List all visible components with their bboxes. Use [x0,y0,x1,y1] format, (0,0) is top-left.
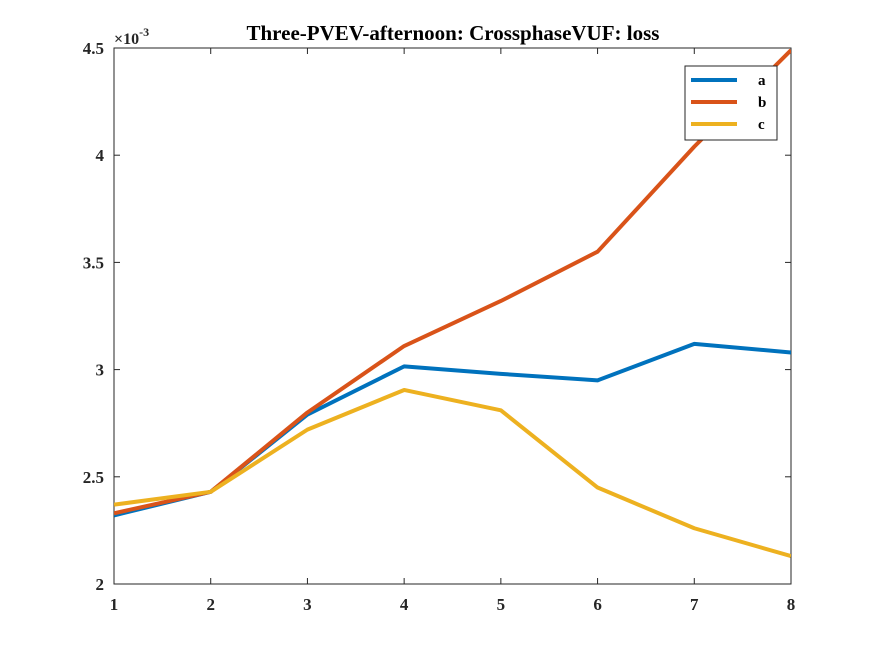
y-tick-label: 2.5 [83,468,104,487]
x-tick-label: 4 [400,595,409,614]
x-tick-label: 2 [206,595,215,614]
y-axis-multiplier: ×10-3 [114,25,149,48]
chart-title: Three-PVEV-afternoon: CrossphaseVUF: los… [247,21,660,45]
axes-box [113,47,792,585]
x-tick-label: 1 [110,595,119,614]
x-tick-label: 5 [497,595,506,614]
legend-label-a: a [758,73,766,89]
plot-area: 1 2 3 4 5 6 7 822.533.544.5 [83,39,796,614]
x-tick-label: 8 [787,595,796,614]
legend: abc [684,65,778,141]
series-line-c [114,387,791,559]
y-tick-label: 2 [96,575,105,594]
x-tick-label: 6 [593,595,602,614]
series-line-b [114,48,791,516]
y-tick-label: 4.5 [83,39,104,58]
x-tick-label: 3 [303,595,312,614]
x-tick-label: 7 [690,595,699,614]
y-tick-label: 3 [96,361,105,380]
y-tick-label: 3.5 [83,253,104,272]
legend-label-c: c [758,117,765,133]
y-multiplier-base: ×10 [114,31,139,48]
legend-label-b: b [758,95,766,111]
y-multiplier-exponent: -3 [139,25,149,39]
y-tick-label: 4 [96,146,105,165]
